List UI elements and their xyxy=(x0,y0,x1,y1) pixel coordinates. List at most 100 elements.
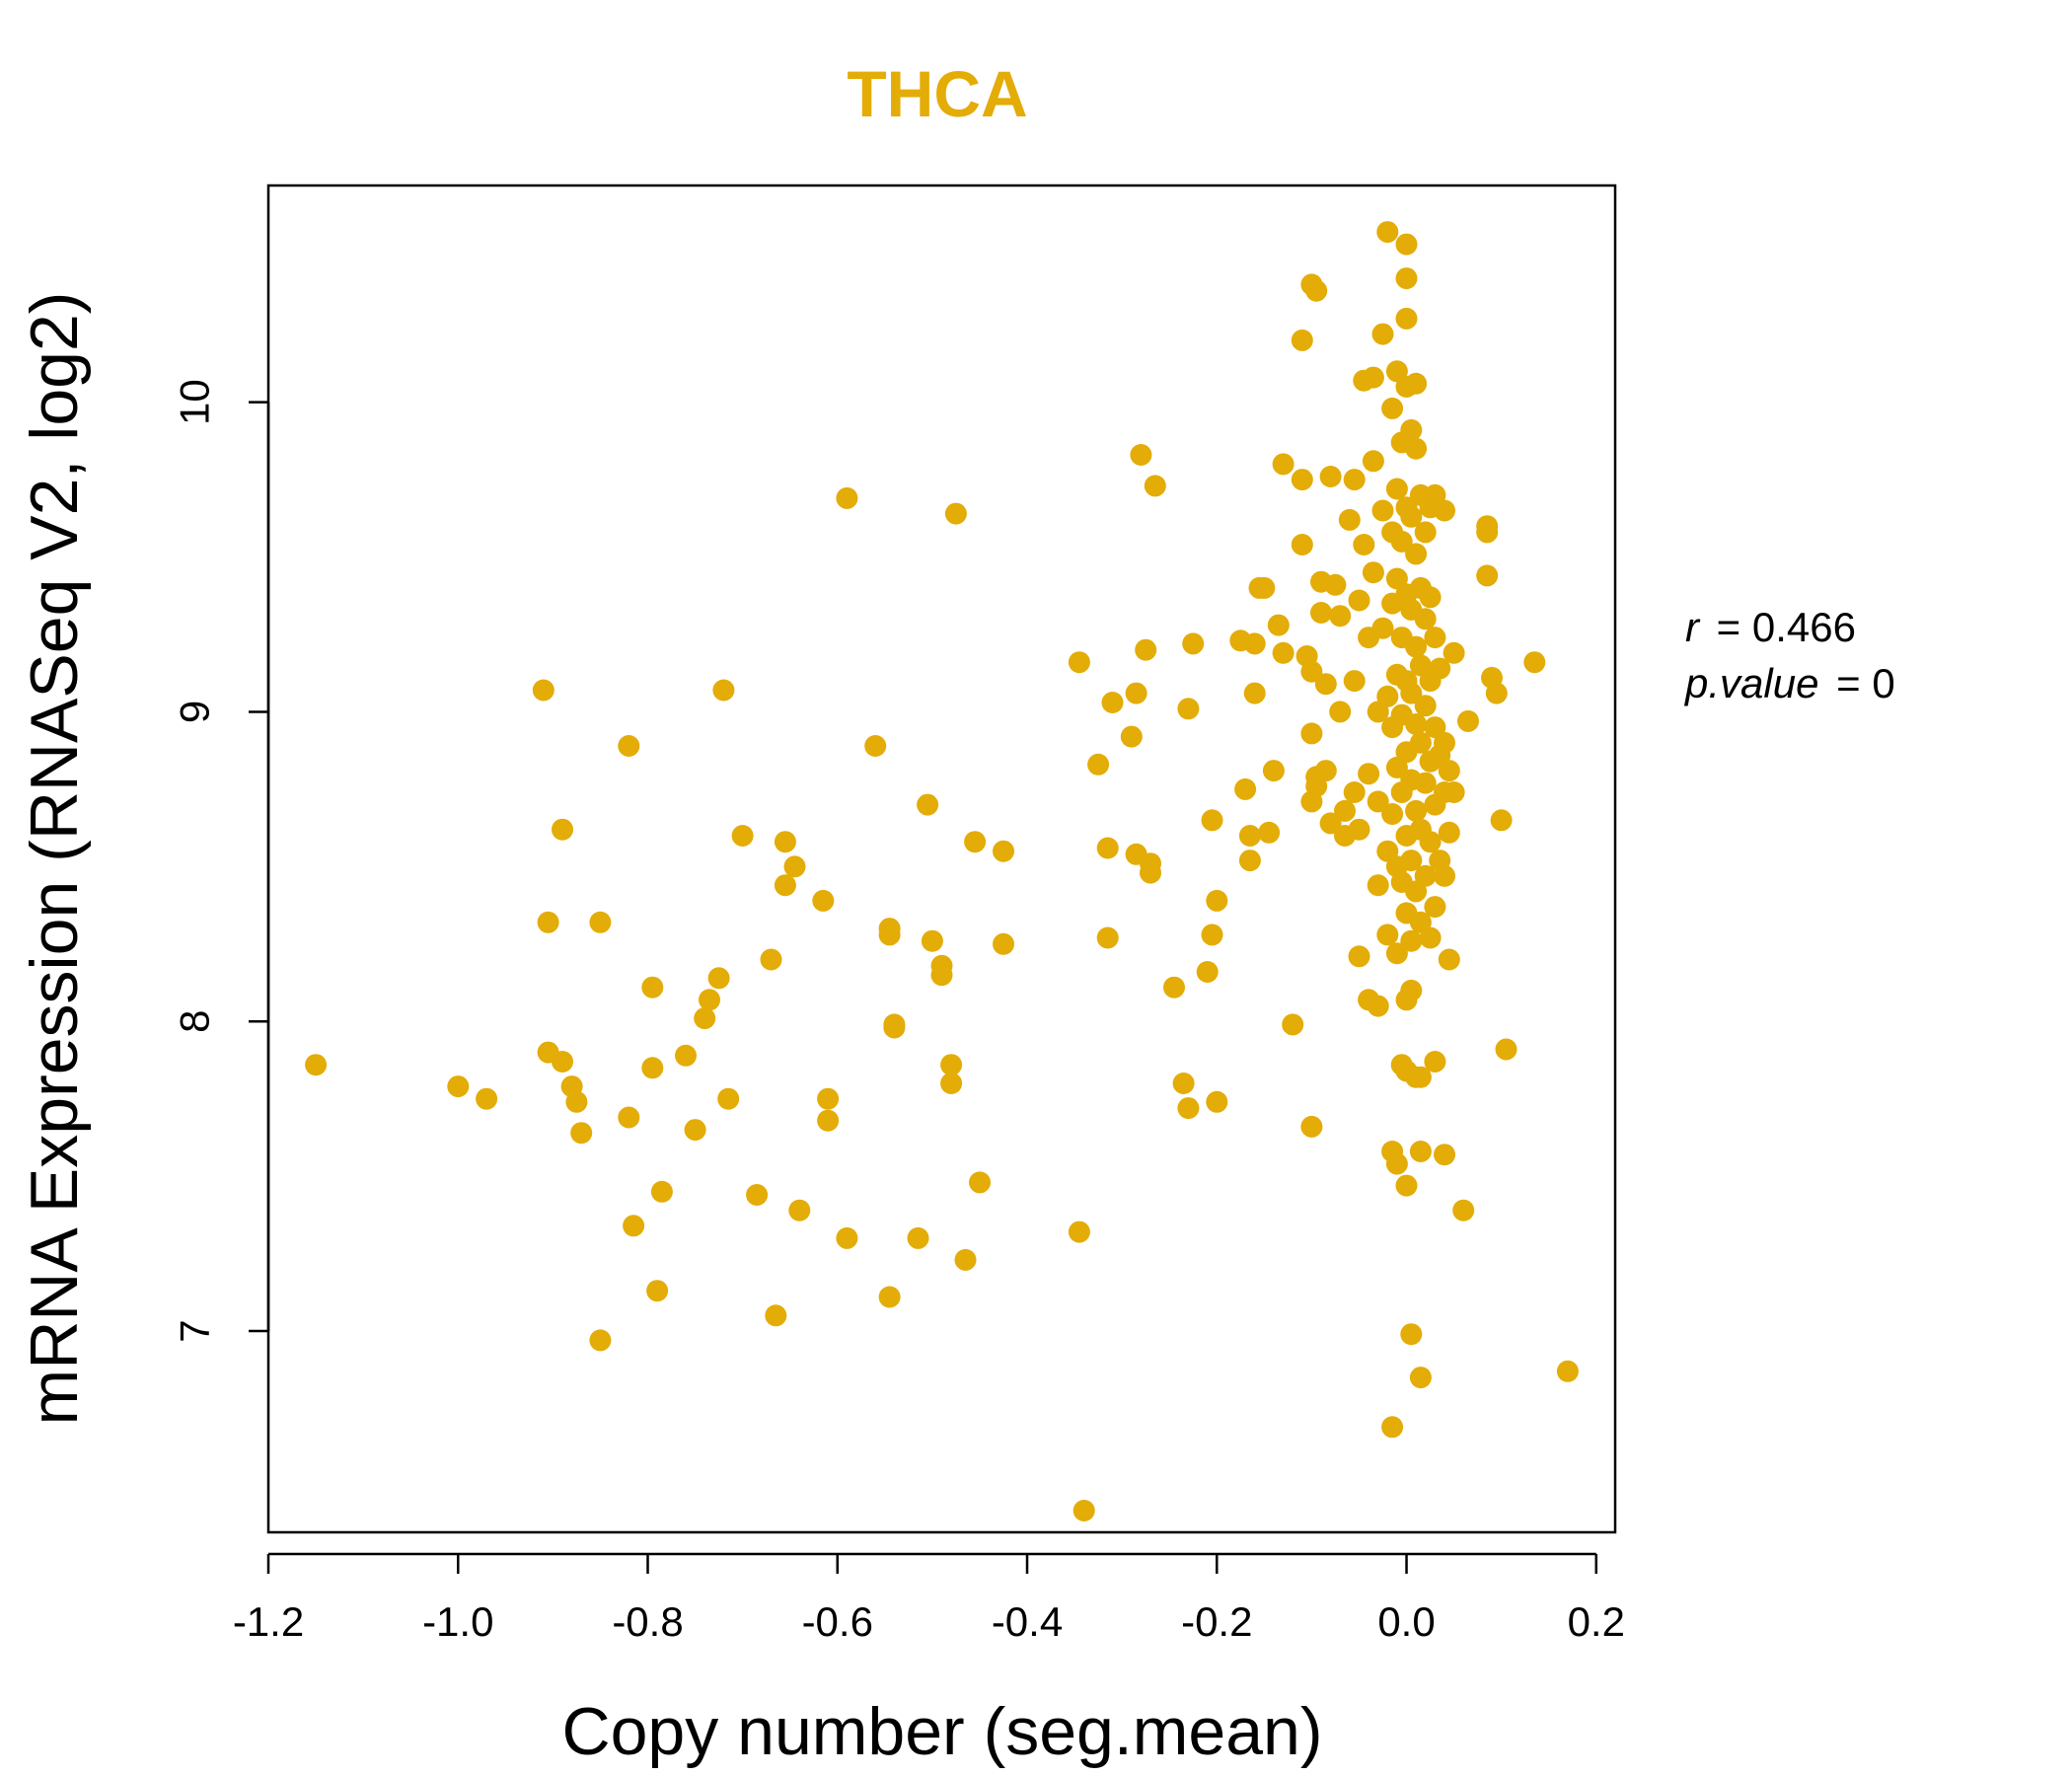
data-point xyxy=(1282,1013,1304,1036)
x-tick-label: -0.4 xyxy=(992,1598,1063,1645)
data-point xyxy=(1381,397,1404,419)
r-value: 0.466 xyxy=(1752,604,1856,650)
data-point xyxy=(1291,469,1313,491)
x-tick-label: 0.2 xyxy=(1568,1598,1625,1645)
y-tick-label: 7 xyxy=(172,1319,218,1342)
data-point xyxy=(1305,279,1328,302)
data-point xyxy=(1400,505,1423,528)
data-point xyxy=(1182,632,1205,655)
data-point xyxy=(641,976,664,999)
data-point xyxy=(1324,573,1347,596)
data-point xyxy=(1419,831,1442,853)
data-point xyxy=(1476,564,1499,587)
data-point xyxy=(1405,799,1428,822)
data-point xyxy=(1343,670,1366,693)
data-point xyxy=(1414,521,1437,544)
data-point xyxy=(1234,777,1257,800)
data-point xyxy=(1243,682,1266,704)
x-tick-label: 0.0 xyxy=(1377,1598,1435,1645)
data-point xyxy=(1438,821,1460,844)
y-tick-label: 8 xyxy=(172,1010,218,1033)
data-point xyxy=(1419,586,1442,609)
data-point xyxy=(1414,695,1437,717)
data-point xyxy=(940,1073,963,1094)
data-point xyxy=(1087,753,1110,776)
data-point xyxy=(1409,1141,1432,1162)
data-point xyxy=(1424,627,1446,649)
data-point xyxy=(1206,1090,1228,1113)
data-point xyxy=(589,911,612,933)
data-point xyxy=(717,1087,740,1110)
data-point xyxy=(817,1109,840,1132)
data-point xyxy=(1523,651,1546,674)
data-point xyxy=(1438,760,1460,782)
data-point xyxy=(1395,267,1418,290)
data-point xyxy=(1362,450,1384,473)
data-point xyxy=(1419,926,1442,949)
data-point xyxy=(1253,576,1276,599)
data-point xyxy=(1385,1152,1408,1175)
data-point xyxy=(1371,499,1394,522)
r-statistic: r = 0.466 xyxy=(1685,604,1856,650)
r-label: r xyxy=(1685,604,1701,650)
data-point xyxy=(1434,864,1455,887)
data-point xyxy=(618,1106,640,1129)
x-tick-label: -0.8 xyxy=(612,1598,683,1645)
x-tick-label: -1.0 xyxy=(422,1598,493,1645)
data-point xyxy=(623,1215,645,1237)
data-point xyxy=(954,1248,977,1271)
data-point xyxy=(1201,809,1223,832)
p-value-statistic: p.value = 0 xyxy=(1683,660,1895,706)
data-point xyxy=(1452,1199,1475,1221)
data-point xyxy=(940,1054,963,1076)
data-point xyxy=(1409,1367,1432,1389)
data-point xyxy=(969,1171,991,1194)
data-point xyxy=(1348,589,1370,612)
data-point xyxy=(707,967,730,990)
data-point xyxy=(1405,437,1428,460)
data-point xyxy=(1443,641,1465,664)
data-point xyxy=(921,929,943,952)
data-point xyxy=(1135,638,1157,661)
data-point xyxy=(1300,722,1323,745)
p-value-label: p.value xyxy=(1683,660,1818,706)
x-tick-label: -0.6 xyxy=(802,1598,873,1645)
data-point xyxy=(1144,475,1166,497)
data-point xyxy=(1405,543,1428,565)
data-point xyxy=(1068,651,1090,674)
data-point xyxy=(836,486,858,509)
data-point xyxy=(1073,1500,1095,1521)
data-point xyxy=(1343,781,1366,803)
data-point xyxy=(1371,617,1394,639)
data-point xyxy=(1409,731,1432,754)
data-point xyxy=(1429,657,1451,680)
y-axis-label: mRNA Expression (RNASeq V2, log2) xyxy=(17,292,92,1426)
data-point xyxy=(1395,307,1418,330)
data-point xyxy=(1329,701,1352,723)
data-point xyxy=(537,911,559,933)
data-point xyxy=(1367,874,1389,897)
data-point xyxy=(1385,478,1408,500)
data-point xyxy=(1130,444,1152,466)
x-axis-label: Copy number (seg.mean) xyxy=(561,1694,1322,1769)
data-point xyxy=(1348,945,1370,968)
data-point xyxy=(1400,979,1423,1001)
data-point xyxy=(1334,799,1356,822)
data-point xyxy=(1343,469,1366,491)
data-point xyxy=(1424,896,1446,919)
data-point xyxy=(641,1057,664,1079)
data-point xyxy=(1405,372,1428,395)
data-point xyxy=(1238,825,1261,847)
data-point xyxy=(1376,924,1399,946)
data-point xyxy=(1177,698,1200,720)
data-point xyxy=(1120,725,1143,748)
y-tick-label: 9 xyxy=(172,701,218,723)
data-point xyxy=(760,948,782,971)
data-point xyxy=(1243,632,1266,655)
data-point xyxy=(1272,453,1295,476)
x-axis: -1.2 -1.0 -0.8 -0.6 -0.4 -0.2 0.0 0.2 xyxy=(233,1552,1625,1645)
data-point xyxy=(1409,911,1432,933)
y-tick-label: 10 xyxy=(172,379,218,425)
data-point xyxy=(1395,1174,1418,1197)
